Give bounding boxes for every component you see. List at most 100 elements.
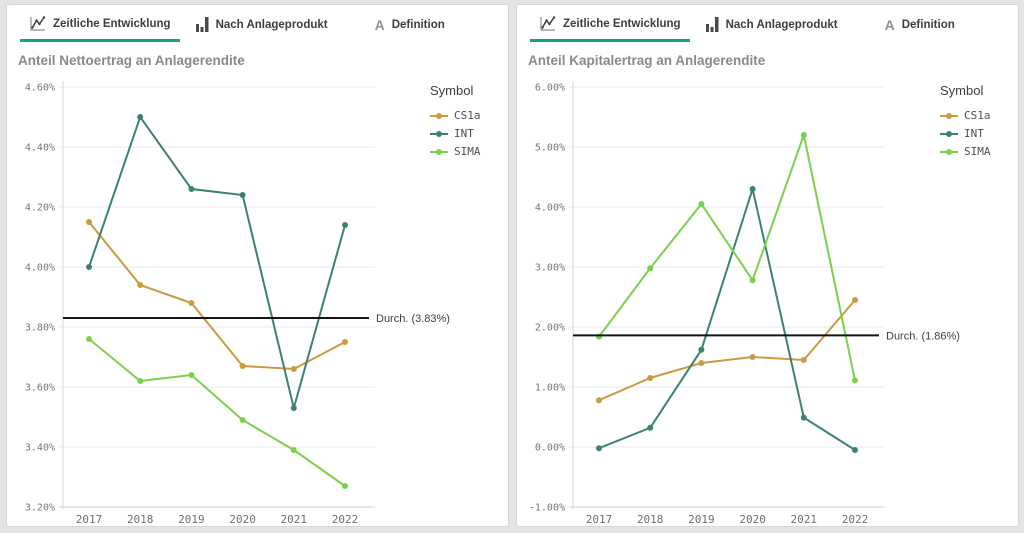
panel-kapitalertrag: Zeitliche Entwicklung Nach Anlageprodukt… [516, 4, 1019, 527]
tab-nach-anlageprodukt[interactable]: Nach Anlageprodukt [697, 15, 847, 42]
series-line-INT[interactable] [598, 185, 856, 451]
legend-item-label: CS1a [454, 109, 481, 122]
series-marker-icon [430, 148, 448, 155]
data-point-INT-2020[interactable] [749, 186, 756, 192]
x-tick-label: 2020 [229, 513, 256, 526]
x-tick-label: 2018 [127, 513, 154, 526]
data-point-CS1a-2021[interactable] [800, 357, 807, 363]
x-tick-label: 2017 [76, 513, 103, 526]
series-marker-icon [940, 148, 958, 155]
panel-nettoertrag: Zeitliche Entwicklung Nach Anlageprodukt… [6, 4, 509, 527]
y-tick-label: 3.60% [25, 383, 55, 394]
tab-label: Zeitliche Entwicklung [563, 18, 681, 30]
tab-definition[interactable]: A Definition [876, 16, 964, 42]
legend-items: CS1a INT SIMA [430, 109, 508, 158]
tab-zeitliche-entwicklung[interactable]: Zeitliche Entwicklung [20, 14, 180, 42]
y-tick-label: 4.60% [25, 83, 55, 94]
x-tick-label: 2017 [586, 513, 613, 526]
x-tick-label: 2019 [178, 513, 205, 526]
data-point-SIMA-2022[interactable] [852, 377, 858, 384]
x-tick-label: 2019 [688, 513, 715, 526]
data-point-SIMA-2018[interactable] [137, 378, 144, 384]
legend-item-CS1a[interactable]: CS1a [430, 109, 508, 122]
data-point-SIMA-2021[interactable] [800, 132, 807, 138]
x-tick-label: 2022 [332, 513, 359, 526]
y-tick-label: 5.00% [535, 143, 565, 154]
letter-a-icon: A [884, 17, 895, 33]
tab-zeitliche-entwicklung[interactable]: Zeitliche Entwicklung [530, 14, 690, 42]
tab-label: Definition [901, 19, 955, 31]
data-point-SIMA-2022[interactable] [342, 483, 348, 489]
line-chart-nettoertrag[interactable]: 4.60% 4.40% 4.20% 4.00% 3.80% 3.60% 3.40% 3.20%… [7, 73, 507, 533]
data-point-INT-2021[interactable] [290, 405, 297, 411]
data-point-CS1a-2017[interactable] [86, 219, 92, 225]
bar-chart-icon [195, 17, 209, 32]
legend-item-label: SIMA [964, 145, 991, 158]
legend-item-SIMA[interactable]: SIMA [430, 145, 508, 158]
legend-item-SIMA[interactable]: SIMA [940, 145, 1018, 158]
data-point-SIMA-2018[interactable] [647, 265, 654, 272]
data-point-CS1a-2018[interactable] [647, 375, 654, 381]
data-point-SIMA-2017[interactable] [86, 336, 92, 342]
data-point-INT-2022[interactable] [342, 222, 348, 228]
data-point-SIMA-2019[interactable] [698, 201, 705, 207]
data-point-INT-2021[interactable] [800, 414, 807, 421]
letter-a-icon: A [374, 17, 385, 33]
x-tick-label: 2021 [281, 513, 308, 526]
legend-item-CS1a[interactable]: CS1a [940, 109, 1018, 122]
data-point-CS1a-2021[interactable] [290, 366, 297, 372]
y-tick-label: 3.80% [25, 323, 55, 334]
y-tick-label: 4.40% [25, 143, 55, 154]
tab-nach-anlageprodukt[interactable]: Nach Anlageprodukt [187, 15, 337, 42]
series-marker-icon [940, 130, 958, 137]
y-tick-label: 3.20% [25, 503, 55, 514]
series-line-SIMA[interactable] [88, 338, 346, 487]
data-point-SIMA-2019[interactable] [188, 372, 195, 378]
series-line-INT[interactable] [88, 114, 346, 412]
data-point-INT-2017[interactable] [596, 445, 602, 452]
data-point-INT-2022[interactable] [852, 447, 858, 453]
line-chart-icon [29, 16, 46, 32]
data-point-CS1a-2019[interactable] [188, 300, 195, 306]
data-point-SIMA-2021[interactable] [290, 447, 297, 453]
average-label: Durch. (1.86%) [886, 330, 960, 342]
x-tick-label: 2021 [791, 513, 818, 526]
data-point-CS1a-2019[interactable] [698, 360, 705, 366]
data-point-CS1a-2020[interactable] [239, 363, 246, 369]
data-point-CS1a-2020[interactable] [749, 354, 756, 360]
y-tick-label: 3.00% [535, 263, 565, 274]
legend-item-INT[interactable]: INT [940, 127, 1018, 140]
tab-definition[interactable]: A Definition [366, 16, 454, 42]
series-line-SIMA[interactable] [598, 131, 856, 381]
data-point-SIMA-2020[interactable] [749, 277, 756, 284]
data-point-INT-2019[interactable] [188, 186, 195, 192]
legend: Symbol CS1a INT SIMA [940, 83, 1018, 163]
series-line-CS1a[interactable] [88, 221, 346, 371]
y-tick-label: 4.00% [535, 203, 565, 214]
tab-label: Zeitliche Entwicklung [53, 18, 171, 30]
y-tick-label: 4.20% [25, 203, 55, 214]
data-point-INT-2018[interactable] [137, 114, 144, 120]
tab-label: Definition [391, 19, 445, 31]
tab-label: Nach Anlageprodukt [215, 18, 328, 31]
x-tick-label: 2018 [637, 513, 664, 526]
legend-item-INT[interactable]: INT [430, 127, 508, 140]
data-point-CS1a-2018[interactable] [137, 282, 144, 288]
tab-bar: Zeitliche Entwicklung Nach Anlageprodukt… [7, 5, 508, 42]
data-point-INT-2019[interactable] [698, 346, 705, 353]
series-line-CS1a[interactable] [598, 299, 856, 402]
data-point-INT-2020[interactable] [239, 192, 246, 198]
x-tick-label: 2020 [739, 513, 766, 526]
series-marker-icon [430, 130, 448, 137]
legend-title: Symbol [940, 83, 984, 98]
data-point-INT-2017[interactable] [86, 264, 92, 270]
data-point-SIMA-2020[interactable] [239, 417, 246, 423]
y-tick-label: -1.00% [529, 503, 565, 514]
data-point-CS1a-2022[interactable] [342, 339, 348, 345]
data-point-INT-2018[interactable] [647, 424, 654, 431]
y-tick-label: 4.00% [25, 263, 55, 274]
line-chart-kapitalertrag[interactable]: 6.00% 5.00% 4.00% 3.00% 2.00% 1.00% 0.00% -1.00… [517, 73, 1017, 533]
line-chart-icon [539, 16, 556, 32]
data-point-CS1a-2017[interactable] [596, 397, 602, 404]
data-point-CS1a-2022[interactable] [852, 297, 858, 303]
